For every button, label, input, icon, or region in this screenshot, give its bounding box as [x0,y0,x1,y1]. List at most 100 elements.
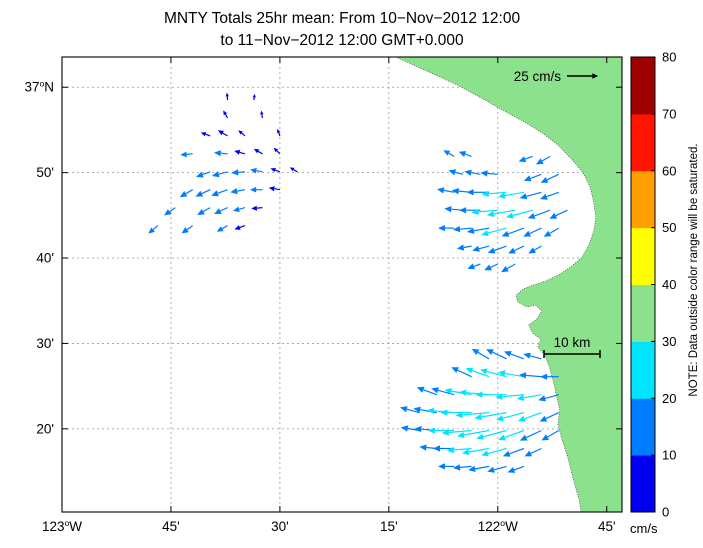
vector-shaft [488,191,507,195]
current-vector [484,263,499,271]
vector-shaft [510,353,525,360]
vector-head [431,387,439,394]
vector-head [459,389,467,396]
vector-shaft [202,171,211,176]
vector-head [487,466,495,473]
vector-shaft [530,447,542,454]
current-vector [217,130,228,137]
vector-head [428,427,435,434]
vector-head [234,225,241,230]
vector-head [213,150,221,157]
x-tick-label: 123oW [42,518,82,534]
current-vector [498,191,525,199]
vector-head [200,132,207,137]
vector-shaft [555,209,568,217]
label-degree-sup: o [500,518,505,528]
vector-head [498,192,506,199]
current-vector [250,167,263,174]
vector-shaft [238,207,246,210]
vector-head [437,187,445,194]
vector-head [527,213,536,219]
current-vector [225,92,229,101]
current-vector [498,370,525,378]
vector-head [475,391,483,398]
vector-shaft [463,429,490,436]
label-suffix: W [505,519,518,534]
vector-head [504,351,512,357]
vector-shaft [478,209,498,213]
vector-head [495,393,503,400]
vector-shaft [471,370,490,378]
vector-shaft [547,429,560,438]
vector-head [472,245,480,252]
colorbar-note: NOTE: Data outside color range will be s… [688,143,700,396]
vector-head [465,367,474,374]
current-vector [517,412,542,422]
current-vector [480,170,498,177]
vector-shaft [494,245,507,252]
vector-shaft [546,173,560,181]
current-vector [234,225,246,230]
colorbar-segment [631,455,655,513]
current-vector [468,465,490,472]
vector-head [501,265,509,273]
vector-shaft [217,189,228,194]
vector-shaft [493,465,507,471]
vector-head [539,415,548,422]
vector-head [453,226,461,233]
vector-head [528,247,536,254]
current-vector [480,368,507,378]
figure-title-line1: MNTY Totals 25hr mean: From 10−Nov−2012 … [164,10,521,27]
vector-head [250,186,257,193]
y-tick-label: 30' [36,336,54,351]
current-vector [251,205,263,211]
current-vector [440,409,472,416]
vector-head [523,230,531,237]
vector-head [523,352,531,359]
vector-head [426,407,435,414]
current-vector [486,209,516,218]
vector-shaft [502,412,525,419]
vector-head [536,158,544,165]
vector-shaft [459,227,472,230]
vector-head [270,168,276,173]
current-vector [519,372,542,379]
vector-head [446,446,454,454]
current-vector [453,464,472,471]
x-tick-label: 45' [598,519,616,534]
current-vector [273,147,281,155]
scale-bar-label: 10 km [554,335,591,350]
vector-shaft [448,152,455,157]
vector-head [441,429,449,436]
label-main: 122 [478,519,501,534]
vector-shaft [448,429,472,434]
current-vector [148,225,159,234]
vector-shaft [256,170,263,173]
vector-shaft [169,207,176,213]
vector-head [466,189,474,196]
vector-head [214,208,222,214]
axes-frame [61,56,623,513]
vector-head [440,409,448,416]
colorbar-tick-label: 60 [662,163,676,178]
colorbar: 0 10 20 30 40 50 60 70 80 cm/s NOTE: Data outside … [630,50,700,537]
vector-shaft [487,447,507,454]
current-vector [451,367,472,378]
vector-head [462,448,470,456]
y-tick-label: 37oN [24,79,54,95]
vector-shaft [239,151,246,155]
vector-shaft [474,465,490,470]
vector-head [517,415,526,422]
current-vector [519,191,542,200]
vector-head [148,227,155,234]
reference-arrow-head [592,73,599,79]
current-vector [481,447,507,457]
current-vector [508,245,525,254]
vector-shaft [455,171,464,175]
vector-head [444,206,452,213]
current-vector [536,155,551,165]
vector-shaft [459,465,472,468]
vector-head [268,186,275,192]
label-degree-sup: o [65,518,70,528]
